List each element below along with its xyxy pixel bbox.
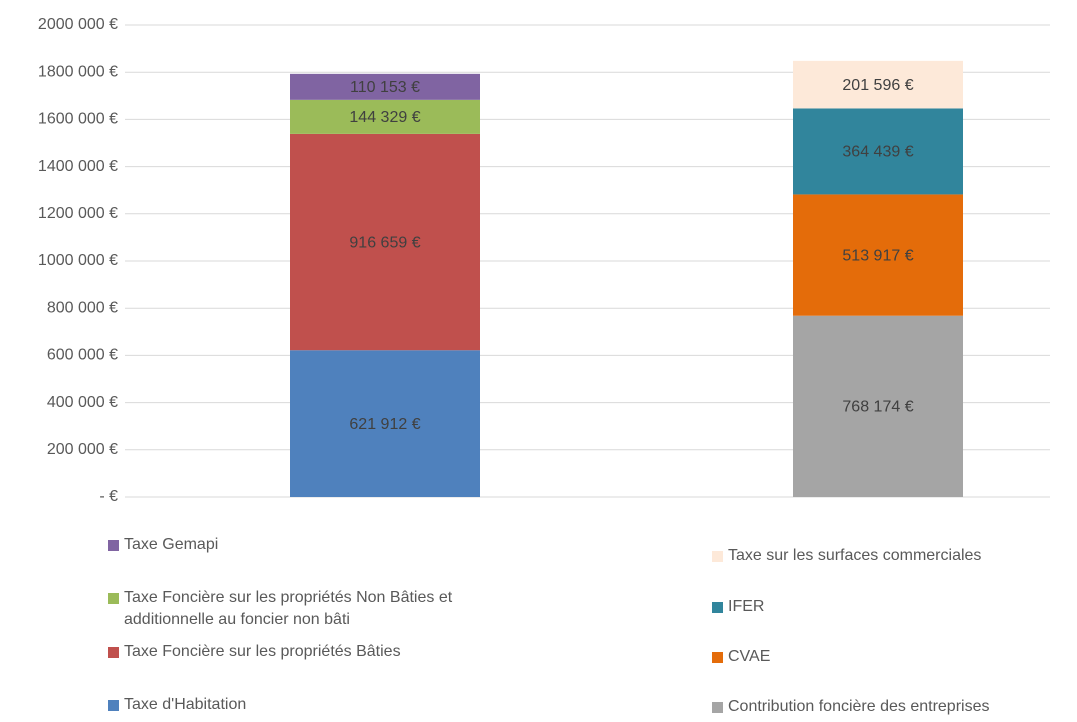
legend-swatch [108, 647, 119, 658]
y-tick-label: 2000 000 € [38, 16, 118, 33]
y-tick-label: 800 000 € [47, 299, 118, 316]
legend-swatch [108, 700, 119, 711]
y-tick-label: 1600 000 € [38, 111, 118, 128]
legend-label: Taxe sur les surfaces commerciales [728, 547, 982, 564]
legend-label: Taxe Gemapi [124, 536, 219, 553]
y-tick-label: 1200 000 € [38, 205, 118, 222]
data-label: 621 912 € [349, 416, 420, 433]
legend-entry: Taxe d'Habitation [108, 694, 458, 716]
legend-swatch [712, 551, 723, 562]
legend-swatch [108, 540, 119, 551]
data-label: 364 439 € [842, 144, 913, 161]
legend-swatch [712, 702, 723, 713]
bar-segment [290, 350, 480, 497]
chart: - € 200 000 € 400 000 € 600 000 € 800 000 € 1… [38, 16, 1050, 505]
bar-segment [793, 194, 963, 316]
y-tick-label: 600 000 € [47, 347, 118, 364]
y-tick-label: 200 000 € [47, 441, 118, 458]
data-label: 916 659 € [349, 234, 420, 251]
legend-label: Contribution foncière des entreprises [728, 698, 990, 715]
bar-segment [290, 73, 480, 100]
y-tick-label: 1800 000 € [38, 63, 118, 80]
bar-segment [290, 99, 480, 134]
bar-segment [793, 60, 963, 109]
legend-entry: Taxe Foncière sur les propriétés Non Bât… [108, 587, 458, 631]
bar-segment [290, 133, 480, 351]
data-label: 144 329 € [349, 109, 420, 126]
y-tick-label: - € [99, 488, 118, 505]
legend-entry: IFER [712, 596, 1072, 618]
data-label: 513 917 € [842, 247, 913, 264]
legend-entry: CVAE [712, 646, 1072, 668]
y-tick-label: 1400 000 € [38, 158, 118, 175]
legend-entry: Taxe sur les surfaces commerciales [712, 545, 1072, 567]
legend-label: Taxe Foncière sur les propriétés Bâties [124, 643, 401, 660]
legend-swatch [108, 593, 119, 604]
legend-entry: Taxe Gemapi [108, 534, 458, 556]
legend-label: Taxe d'Habitation [124, 696, 247, 713]
legend-entry: Taxe Foncière sur les propriétés Bâties [108, 641, 458, 663]
legend-label: CVAE [728, 648, 771, 665]
y-tick-label: 1000 000 € [38, 252, 118, 269]
data-label: 110 153 € [350, 79, 420, 96]
legend-entry: Contribution foncière des entreprises [712, 696, 1072, 718]
legend-swatch [712, 652, 723, 663]
y-tick-label: 400 000 € [47, 394, 118, 411]
legend-label: Taxe Foncière sur les propriétés Non Bât… [124, 589, 453, 628]
data-label: 201 596 € [842, 77, 913, 94]
legend-swatch [712, 602, 723, 613]
bar-segment [793, 315, 963, 497]
bar-segment [793, 108, 963, 195]
data-label: 768 174 € [842, 399, 913, 416]
legend-label: IFER [728, 598, 765, 615]
